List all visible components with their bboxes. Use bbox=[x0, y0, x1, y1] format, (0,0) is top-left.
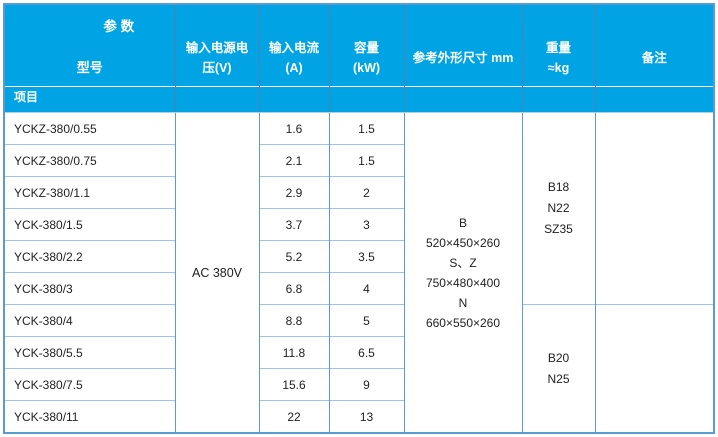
capacity-cell: 6.5 bbox=[328, 336, 404, 369]
current-cell: 8.8 bbox=[258, 304, 329, 337]
table-row: YCK-380/2.2 5.2 3.5 bbox=[4, 240, 714, 273]
capacity-cell: 1.5 bbox=[328, 112, 404, 145]
table-row: YCKZ-380/0.75 2.1 1.5 bbox=[4, 144, 714, 177]
model-cell: YCKZ-380/1.1 bbox=[4, 176, 175, 209]
current-cell: 22 bbox=[258, 400, 329, 433]
current-cell: 5.2 bbox=[258, 240, 329, 273]
table-row: YCK-380/7.5 15.6 9 bbox=[4, 368, 714, 401]
current-cell: 2.9 bbox=[258, 176, 329, 209]
model-cell: YCK-380/2.2 bbox=[4, 240, 175, 273]
table-row: YCK-380/5.5 11.8 6.5 bbox=[4, 336, 714, 369]
col-header-capacity: 容量 (kW) bbox=[328, 4, 404, 113]
col-header-remark-line1: 备注 bbox=[641, 50, 667, 65]
remark-merged-cell-top bbox=[594, 112, 714, 305]
current-cell: 15.6 bbox=[258, 368, 329, 401]
capacity-cell: 9 bbox=[328, 368, 404, 401]
col-header-voltage-line2: 压(V) bbox=[202, 60, 232, 75]
capacity-cell: 1.5 bbox=[328, 144, 404, 177]
model-cell: YCK-380/4 bbox=[4, 304, 175, 337]
col-header-current-line1: 输入电流 bbox=[268, 41, 319, 56]
capacity-cell: 3.5 bbox=[328, 240, 404, 273]
dimension-line: N bbox=[458, 295, 468, 310]
capacity-cell: 2 bbox=[328, 176, 404, 209]
table-row: YCK-380/11 22 13 bbox=[4, 400, 714, 433]
col-header-current: 输入电流 (A) bbox=[258, 4, 329, 113]
dimension-line: 520×450×260 bbox=[425, 235, 501, 250]
table-row: YCKZ-380/1.1 2.9 2 bbox=[4, 176, 714, 209]
model-cell: YCK-380/11 bbox=[4, 400, 175, 433]
capacity-cell: 3 bbox=[328, 208, 404, 241]
dimension-line: B bbox=[458, 215, 467, 230]
corner-header-cell: 参 数 型号 项目 bbox=[4, 4, 175, 113]
spec-table: 参 数 型号 项目 输入电源电 压(V) 输入电流 (A) 容量 (kW) 参考… bbox=[3, 3, 715, 434]
weight-line: N25 bbox=[547, 371, 570, 386]
dimensions-merged-cell: B 520×450×260 S、Z 750×480×400 N 660×550×… bbox=[403, 112, 522, 433]
weight-line: B18 bbox=[547, 180, 570, 194]
model-cell: YCK-380/7.5 bbox=[4, 368, 175, 401]
col-header-dimensions: 参考外形尺寸 mm bbox=[403, 4, 522, 113]
remark-merged-cell-bottom bbox=[594, 304, 714, 433]
dimension-line: 660×550×260 bbox=[425, 315, 501, 330]
col-header-voltage: 输入电源电 压(V) bbox=[174, 4, 259, 113]
weight-merged-cell-top: B18 N22 SZ35 bbox=[521, 112, 595, 305]
table-row: YCK-380/3 6.8 4 bbox=[4, 272, 714, 305]
item-label: 项目 bbox=[14, 90, 39, 105]
dimension-line: S、Z bbox=[449, 255, 477, 270]
table-row: YCK-380/1.5 3.7 3 bbox=[4, 208, 714, 241]
model-cell: YCK-380/5.5 bbox=[4, 336, 175, 369]
table-row: YCKZ-380/0.55 AC 380V 1.6 1.5 B 520×450×… bbox=[4, 112, 714, 433]
col-header-weight: 重量 ≈kg bbox=[521, 4, 595, 113]
header-row: 参 数 型号 项目 输入电源电 压(V) 输入电流 (A) 容量 (kW) 参考… bbox=[4, 4, 714, 113]
current-cell: 1.6 bbox=[258, 112, 329, 145]
model-cell: YCK-380/1.5 bbox=[4, 208, 175, 241]
model-cell: YCKZ-380/0.55 bbox=[4, 112, 175, 145]
col-header-capacity-line2: (kW) bbox=[352, 60, 381, 75]
capacity-cell: 13 bbox=[328, 400, 404, 433]
corner-header: 参 数 型号 项目 bbox=[5, 5, 175, 112]
col-header-capacity-line1: 容量 bbox=[353, 41, 379, 56]
current-cell: 3.7 bbox=[258, 208, 329, 241]
model-cell: YCK-380/3 bbox=[4, 272, 175, 305]
capacity-cell: 5 bbox=[328, 304, 404, 337]
weight-line: SZ35 bbox=[544, 222, 573, 236]
col-header-dimensions-line1: 参考外形尺寸 mm bbox=[412, 50, 514, 65]
capacity-cell: 4 bbox=[328, 272, 404, 305]
voltage-merged-cell: AC 380V bbox=[174, 112, 259, 433]
current-cell: 6.8 bbox=[258, 272, 329, 305]
col-header-current-line2: (A) bbox=[285, 60, 303, 75]
current-cell: 2.1 bbox=[258, 144, 329, 177]
param-label: 参 数 bbox=[103, 19, 135, 34]
col-header-weight-line2: ≈kg bbox=[547, 60, 570, 75]
model-cell: YCKZ-380/0.75 bbox=[4, 144, 175, 177]
weight-merged-cell-bottom: B20 N25 bbox=[521, 304, 595, 433]
col-header-voltage-line1: 输入电源电 bbox=[185, 41, 249, 56]
weight-line: B20 bbox=[547, 350, 570, 365]
model-label: 型号 bbox=[76, 60, 103, 75]
col-header-remark: 备注 bbox=[594, 4, 714, 113]
weight-line: N22 bbox=[547, 201, 570, 215]
dimension-line: 750×480×400 bbox=[425, 275, 501, 290]
current-cell: 11.8 bbox=[258, 336, 329, 369]
col-header-weight-line1: 重量 bbox=[545, 41, 571, 56]
table-row: YCK-380/4 8.8 5 B20 N25 bbox=[4, 304, 714, 433]
